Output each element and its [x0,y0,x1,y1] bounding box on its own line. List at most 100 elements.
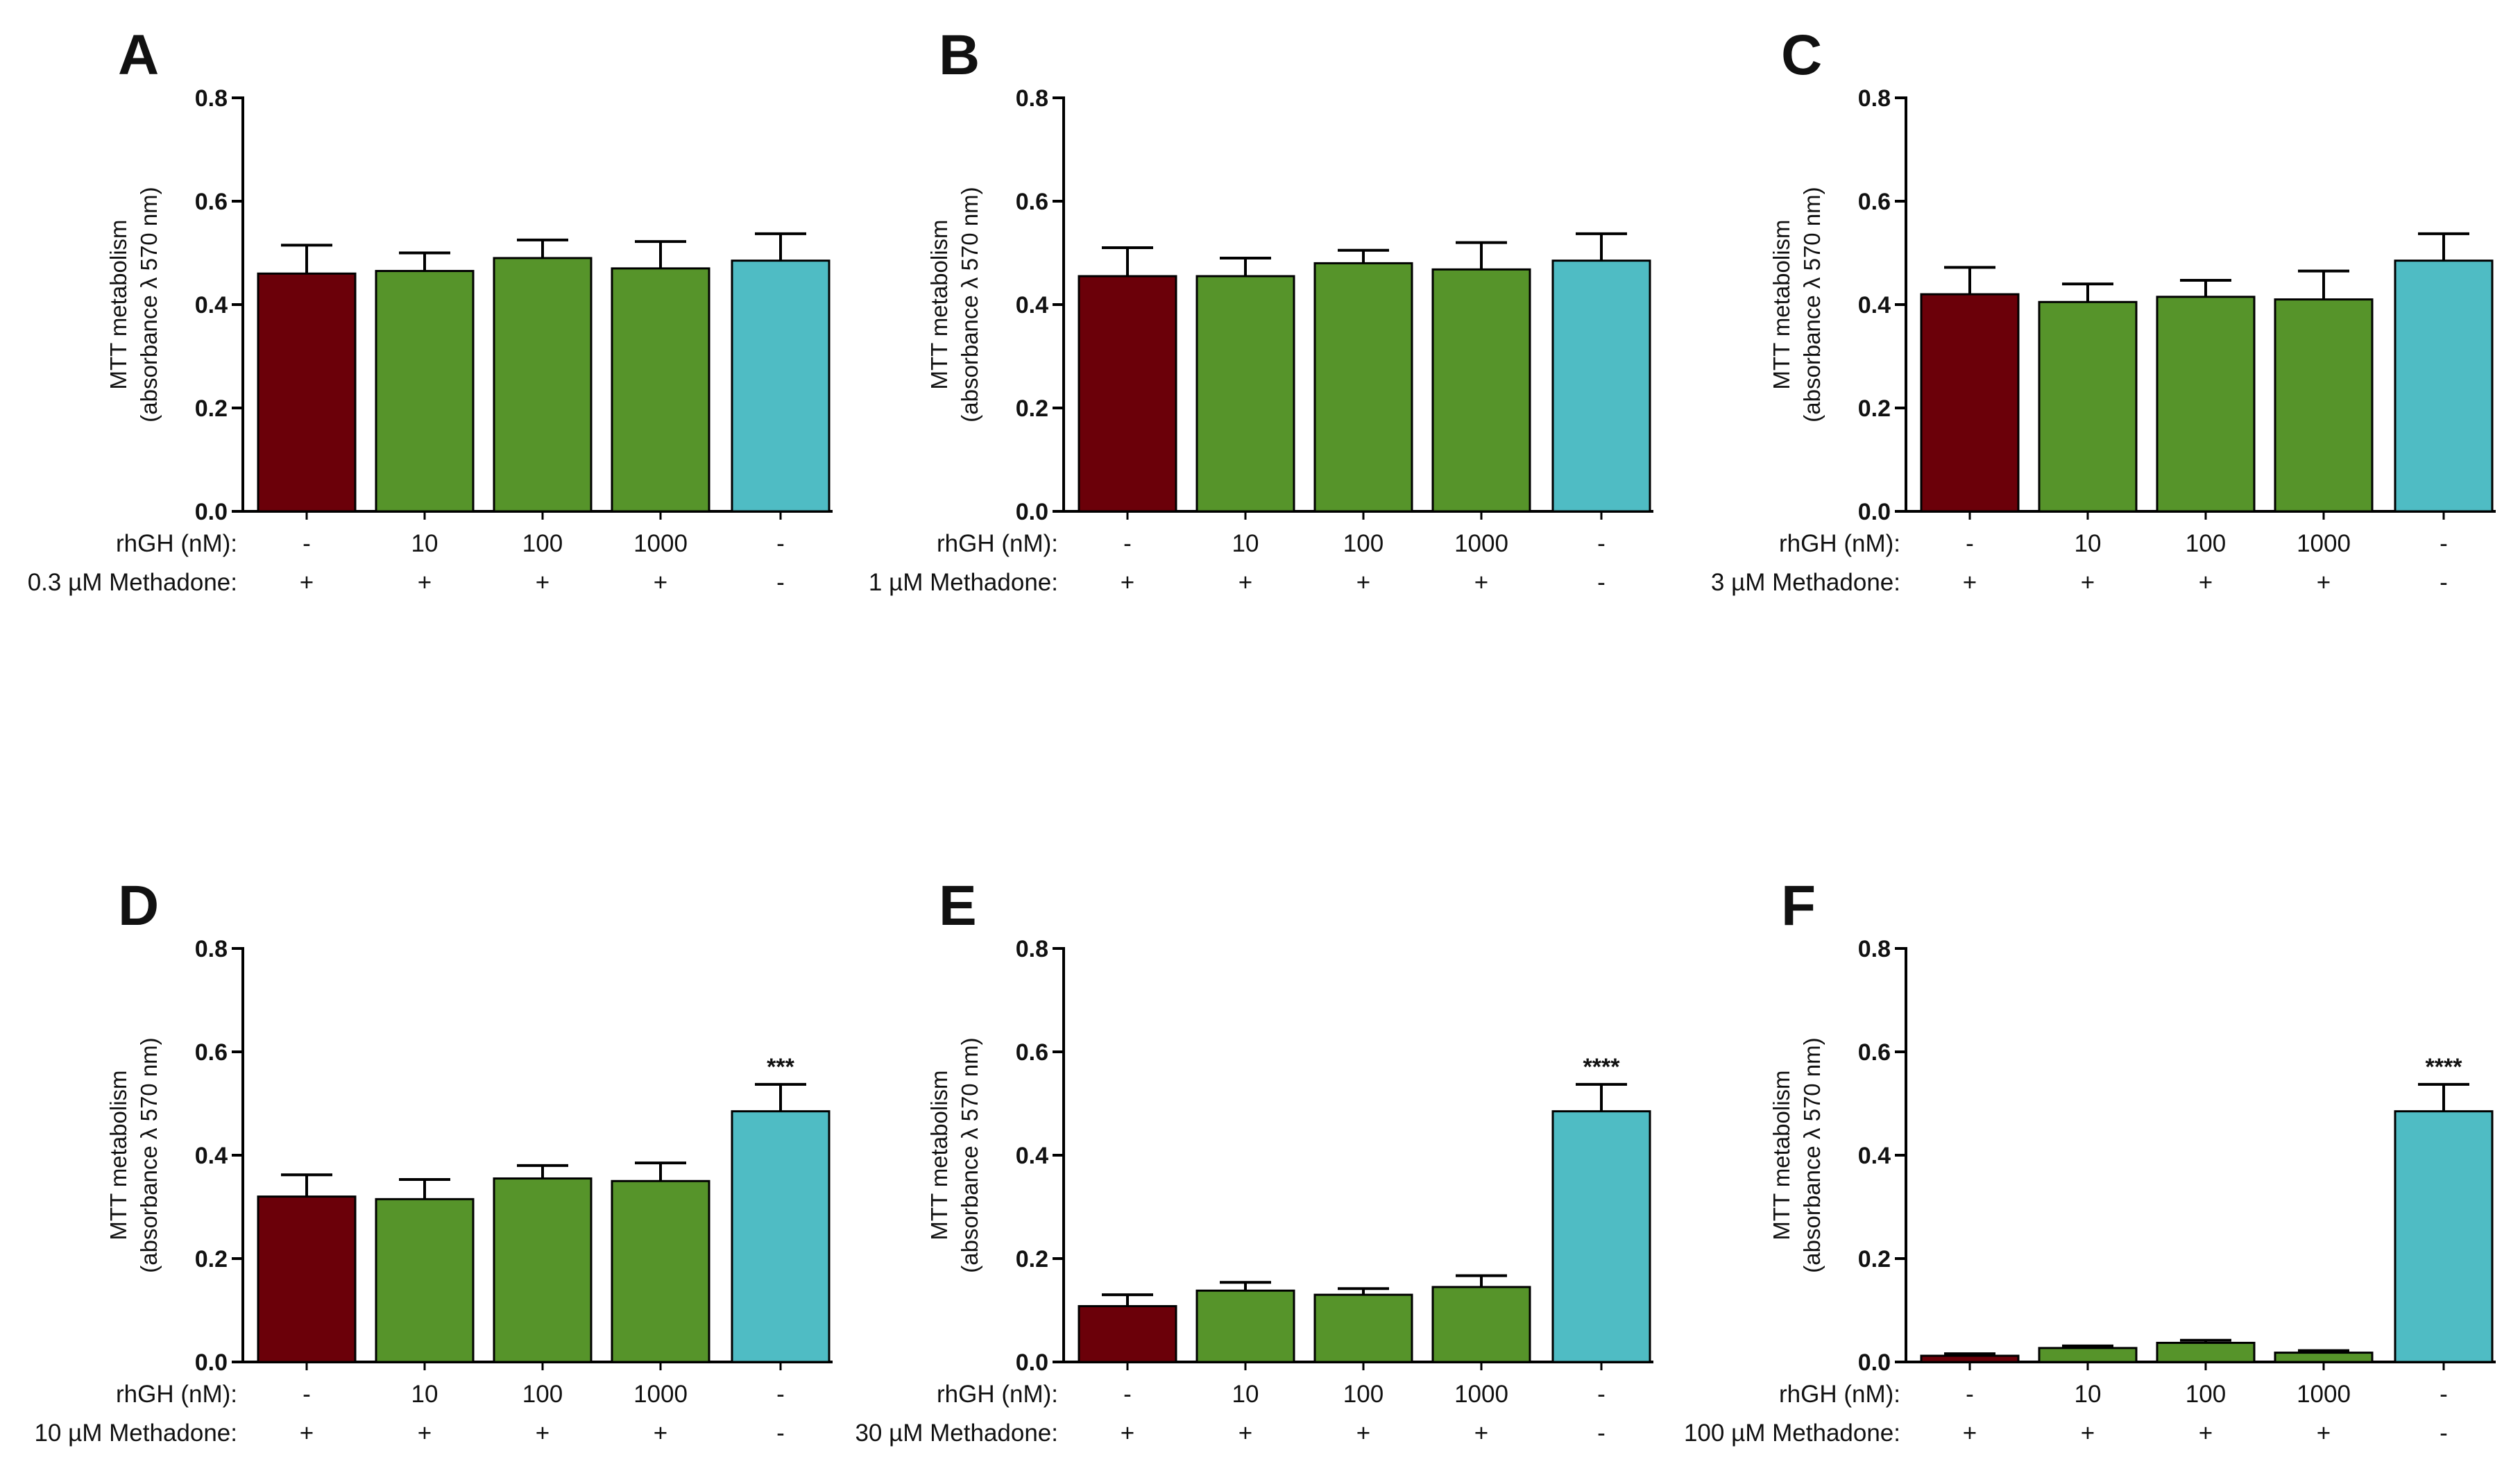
panel-d-methadone-value: + [300,1420,314,1447]
panel-b-bar-2 [1195,275,1295,513]
panel-c-letter: C [1781,24,1822,87]
panel-e-ytick-label: 0.2 [1016,1246,1048,1272]
panel-f-letter: F [1781,874,1816,937]
panel-c-ytick-label: 0.0 [1858,499,1891,525]
panel-d-methadone-value: + [536,1420,550,1447]
panel-a-rhgh-value: 1000 [633,530,688,557]
panel-e-ytick-label: 0.0 [1016,1349,1048,1376]
panel-d-ytick-label: 0.2 [195,1246,228,1272]
panel-b-methadone-value: + [1121,569,1134,596]
panel-f-rhgh-value: - [1966,1381,1974,1408]
panel-a-rhgh-value: 10 [411,530,439,557]
panel-c-bar-2 [2038,300,2138,513]
panel-f-ylabel-line1: MTT metabolism [1769,1070,1794,1240]
panel-d-rhgh-value: 1000 [633,1381,688,1408]
panel-d-ylabel-line2: (absorbance λ 570 nm) [136,1037,162,1272]
panel-d-rhgh-value: 100 [522,1381,563,1408]
panel-d-rhgh-value: - [303,1381,311,1408]
panel-e-methadone-row-label: 30 µM Methadone: [855,1420,1058,1447]
panel-d-bar-1 [257,1195,357,1363]
panel-c-bar-4 [2274,298,2374,513]
panel-a-rhgh-row-label: rhGH (nM): [116,530,237,557]
panel-d-rhgh-value: 10 [411,1381,439,1408]
panel-a-bar-4 [611,267,710,513]
panel-f-bar-1 [1920,1354,2020,1363]
panel-c-ylabel-line2: (absorbance λ 570 nm) [1799,187,1825,422]
panel-e-bar-4 [1431,1286,1531,1363]
panel-b-ytick-label: 0.8 [1016,85,1048,112]
panel-f-rhgh-value: 100 [2186,1381,2226,1408]
panel-a-ytick-label: 0.6 [195,189,228,215]
panel-e-bar-1 [1078,1305,1177,1363]
panel-d-ylabel-line1: MTT metabolism [105,1070,131,1240]
panel-d-bar-2 [375,1198,475,1363]
panel-b-ytick-label: 0.4 [1016,292,1048,318]
panel-d-rhgh-row-label: rhGH (nM): [116,1381,237,1408]
panel-d-methadone-row-label: 10 µM Methadone: [34,1420,237,1447]
panel-d-methadone-value: + [654,1420,667,1447]
panel-b-ylabel-line2: (absorbance λ 570 nm) [957,187,982,422]
panel-a-rhgh-value: - [776,530,785,557]
panel-e-methadone-value: - [1597,1420,1606,1447]
panel-d-ytick-label: 0.6 [195,1039,228,1066]
panel-f-ylabel-line2: (absorbance λ 570 nm) [1799,1037,1825,1272]
panel-b-bar-3 [1313,262,1413,513]
panel-b-rhgh-row-label: rhGH (nM): [937,530,1058,557]
panel-b-rhgh-value: 10 [1232,530,1259,557]
panel-a-ytick-label: 0.0 [195,499,228,525]
panel-c-methadone-row-label: 3 µM Methadone: [1711,569,1900,596]
panel-f-ytick-label: 0.6 [1858,1039,1891,1066]
panel-d-significance-marker: *** [767,1054,794,1080]
panel-c-rhgh-value: - [2440,530,2448,557]
panel-e-rhgh-row-label: rhGH (nM): [937,1381,1058,1408]
panel-a-methadone-value: - [776,569,785,596]
panel-c-rhgh-row-label: rhGH (nM): [1779,530,1900,557]
panel-c-ytick-label: 0.4 [1858,292,1891,318]
panel-d-letter: D [118,874,159,937]
panel-f-significance-marker: **** [2426,1054,2463,1080]
panel-e-bar-3 [1313,1293,1413,1363]
panel-a-rhgh-value: - [303,530,311,557]
panel-f-methadone-value: + [2081,1420,2095,1447]
panel-b-rhgh-value: - [1123,530,1132,557]
panel-d-methadone-value: + [418,1420,432,1447]
panel-f-ytick-label: 0.8 [1858,936,1891,962]
panel-c-ytick-label: 0.8 [1858,85,1891,112]
panel-b-bar-5 [1551,259,1651,513]
panel-a-methadone-value: + [654,569,667,596]
panel-f-bar-4 [2274,1352,2374,1363]
panel-c-rhgh-value: 1000 [2297,530,2351,557]
panel-d-rhgh-value: - [776,1381,785,1408]
panel-d-bar-5 [731,1110,831,1363]
panel-f-rhgh-value: 10 [2075,1381,2102,1408]
panel-d-methadone-value: - [776,1420,785,1447]
panel-d-bar-3 [493,1177,593,1363]
panel-b-ytick-label: 0.0 [1016,499,1048,525]
panel-f-rhgh-value: - [2440,1381,2448,1408]
panel-f-bar-2 [2038,1347,2138,1363]
panel-e-methadone-value: + [1474,1420,1488,1447]
panel-a-bar-5 [731,259,831,513]
panel-d-ytick-label: 0.8 [195,936,228,962]
panel-b-ytick-label: 0.2 [1016,395,1048,422]
panel-c-methadone-value: + [2081,569,2095,596]
panel-f-methadone-value: - [2440,1420,2448,1447]
panel-f-ytick-label: 0.0 [1858,1349,1891,1376]
panel-f-bar-5 [2394,1110,2494,1363]
panel-e-ytick-label: 0.8 [1016,936,1048,962]
panel-f-rhgh-value: 1000 [2297,1381,2351,1408]
panel-d-bar-4 [611,1179,710,1363]
panel-b-methadone-value: - [1597,569,1606,596]
panel-a-ytick-label: 0.4 [195,292,228,318]
panel-d-ytick-label: 0.4 [195,1143,228,1169]
panel-a-letter: A [118,24,159,87]
panel-a-methadone-row-label: 0.3 µM Methadone: [28,569,237,596]
panel-b-methadone-value: + [1356,569,1370,596]
panel-b-bar-1 [1078,275,1177,513]
panel-a-bar-3 [493,257,593,513]
panel-b-methadone-row-label: 1 µM Methadone: [869,569,1058,596]
panel-a-methadone-value: + [418,569,432,596]
panel-e-letter: E [939,874,977,937]
panel-f-ytick-label: 0.2 [1858,1246,1891,1272]
panel-e-significance-marker: **** [1583,1054,1621,1080]
